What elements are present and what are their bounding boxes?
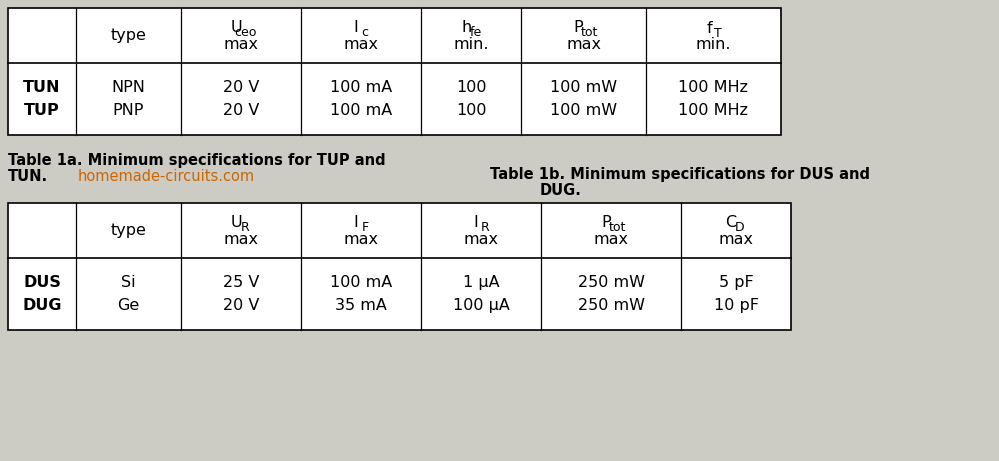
Text: 20 V
20 V: 20 V 20 V [223,80,259,118]
Text: h: h [462,20,473,35]
Text: R: R [481,221,490,234]
Text: fe: fe [470,26,483,39]
Text: min.: min. [454,37,489,52]
Text: TUN.: TUN. [8,169,48,184]
Text: U: U [230,20,242,35]
Text: R: R [241,221,250,234]
Text: max: max [344,232,379,247]
Text: TUN
TUP: TUN TUP [23,80,61,118]
Text: max: max [344,37,379,52]
Text: D: D [735,221,745,234]
Text: 250 mW
250 mW: 250 mW 250 mW [577,275,644,313]
Text: U: U [230,215,242,230]
Text: 100 mA
35 mA: 100 mA 35 mA [330,275,393,313]
Text: F: F [362,221,369,234]
Text: max: max [566,37,601,52]
Text: max: max [224,37,259,52]
Bar [8,203,791,330]
Text: Si
Ge: Si Ge [117,275,140,313]
Text: 100 mA
100 mA: 100 mA 100 mA [330,80,393,118]
Text: max: max [464,232,499,247]
Text: type: type [111,28,147,43]
Text: 1 μA
100 μA: 1 μA 100 μA [453,275,509,313]
Text: 25 V
20 V: 25 V 20 V [223,275,259,313]
Text: homemade-circuits.com: homemade-circuits.com [78,169,255,184]
Text: tot: tot [580,26,598,39]
Text: P: P [601,215,610,230]
Text: min.: min. [695,37,731,52]
Text: DUS
DUG: DUS DUG [22,275,62,313]
Text: Table 1a. Minimum specifications for TUP and: Table 1a. Minimum specifications for TUP… [8,153,386,168]
Text: 100
100: 100 100 [456,80,487,118]
Text: max: max [224,232,259,247]
Text: NPN
PNP: NPN PNP [112,80,146,118]
Bar [8,8,781,135]
Text: c: c [362,26,369,39]
Text: ceo: ceo [234,26,256,39]
Text: P: P [573,20,583,35]
Text: type: type [111,223,147,238]
Text: f: f [706,21,712,36]
Text: C: C [725,215,736,230]
Text: T: T [713,27,721,40]
Text: max: max [593,232,628,247]
Text: 5 pF
10 pF: 5 pF 10 pF [713,275,758,313]
Text: 100 mW
100 mW: 100 mW 100 mW [549,80,617,118]
Text: I: I [474,215,479,230]
Text: I: I [354,20,359,35]
Text: 100 MHz
100 MHz: 100 MHz 100 MHz [678,80,748,118]
Text: tot: tot [608,221,625,234]
Text: Table 1b. Minimum specifications for DUS and: Table 1b. Minimum specifications for DUS… [490,167,870,182]
Text: max: max [718,232,753,247]
Text: DUG.: DUG. [540,183,581,198]
Text: I: I [354,215,359,230]
